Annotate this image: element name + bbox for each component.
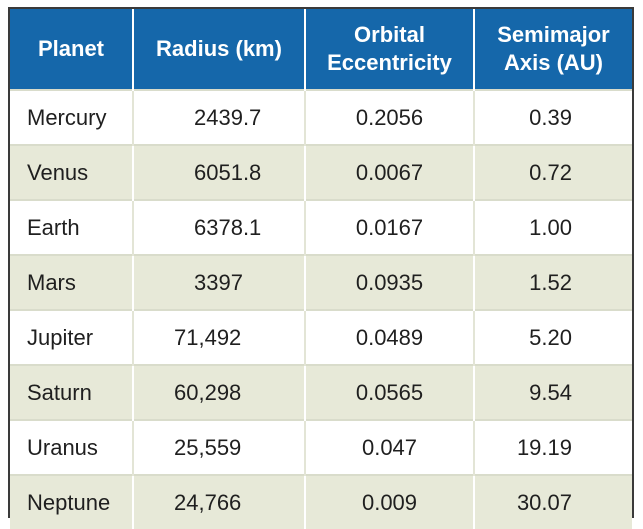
cell-semimajor-axis: 5.20 <box>474 309 632 365</box>
table-row: Neptune 24,766 0.009 30.07 <box>10 474 632 529</box>
header-axis-line2: Axis (AU) <box>503 50 603 75</box>
cell-planet: Venus <box>10 144 134 200</box>
header-axis-line1: Semimajor <box>497 22 610 47</box>
table-row: Mercury 2439.7 0.2056 0.39 <box>10 89 632 145</box>
header-radius: Radius (km) <box>133 9 306 90</box>
header-eccentricity-line1: Orbital <box>354 22 425 47</box>
cell-planet: Mercury <box>10 89 134 145</box>
table-row: Uranus 25,559 0.047 19.19 <box>10 419 632 475</box>
cell-semimajor-axis: 19.19 <box>474 419 632 475</box>
cell-radius: 71,492 <box>133 309 306 365</box>
header-planet: Planet <box>10 9 134 90</box>
cell-semimajor-axis: 1.00 <box>474 199 632 255</box>
cell-semimajor-axis: 30.07 <box>474 474 632 529</box>
cell-radius: 25,559 <box>133 419 306 475</box>
cell-planet: Mars <box>10 254 134 310</box>
header-eccentricity: Orbital Eccentricity <box>305 9 475 90</box>
cell-planet: Earth <box>10 199 134 255</box>
cell-radius: 3397 <box>133 254 306 310</box>
cell-planet: Jupiter <box>10 309 134 365</box>
cell-radius: 6378.1 <box>133 199 306 255</box>
cell-eccentricity: 0.0935 <box>305 254 475 310</box>
cell-semimajor-axis: 0.72 <box>474 144 632 200</box>
header-semimajor-axis: Semimajor Axis (AU) <box>474 9 632 90</box>
header-radius-label: Radius (km) <box>156 36 282 61</box>
cell-eccentricity: 0.0067 <box>305 144 475 200</box>
cell-semimajor-axis: 1.52 <box>474 254 632 310</box>
cell-eccentricity: 0.047 <box>305 419 475 475</box>
cell-eccentricity: 0.0167 <box>305 199 475 255</box>
table-row: Jupiter 71,492 0.0489 5.20 <box>10 309 632 365</box>
cell-radius: 24,766 <box>133 474 306 529</box>
cell-eccentricity: 0.009 <box>305 474 475 529</box>
header-planet-label: Planet <box>37 36 105 61</box>
table-row: Earth 6378.1 0.0167 1.00 <box>10 199 632 255</box>
table-row: Saturn 60,298 0.0565 9.54 <box>10 364 632 420</box>
table-row: Venus 6051.8 0.0067 0.72 <box>10 144 632 200</box>
cell-radius: 6051.8 <box>133 144 306 200</box>
table-row: Mars 3397 0.0935 1.52 <box>10 254 632 310</box>
cell-planet: Saturn <box>10 364 134 420</box>
header-row: Planet Radius (km) Orbital Eccentricity … <box>10 9 632 90</box>
cell-radius: 2439.7 <box>133 89 306 145</box>
planet-data-table-frame: Planet Radius (km) Orbital Eccentricity … <box>8 7 634 529</box>
cell-radius: 60,298 <box>133 364 306 420</box>
cell-planet: Uranus <box>10 419 134 475</box>
cell-planet: Neptune <box>10 474 134 529</box>
cell-semimajor-axis: 0.39 <box>474 89 632 145</box>
planet-data-table: Planet Radius (km) Orbital Eccentricity … <box>10 9 632 529</box>
cell-eccentricity: 0.2056 <box>305 89 475 145</box>
cell-eccentricity: 0.0565 <box>305 364 475 420</box>
header-eccentricity-line2: Eccentricity <box>327 50 452 75</box>
cell-eccentricity: 0.0489 <box>305 309 475 365</box>
cell-semimajor-axis: 9.54 <box>474 364 632 420</box>
